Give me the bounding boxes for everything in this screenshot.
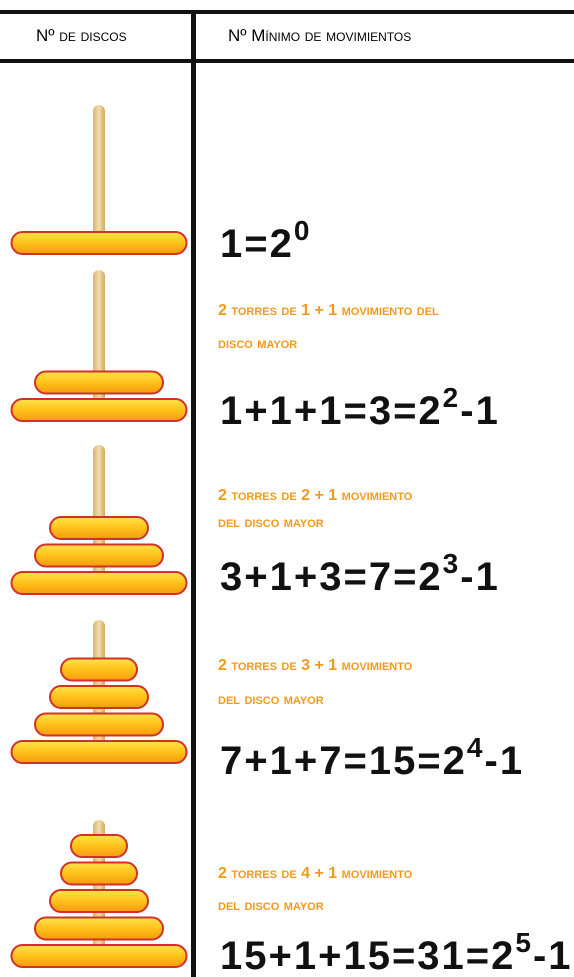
- header-discs: Nº de discos: [36, 26, 127, 45]
- formula: 3+1+3=7=23-1: [220, 548, 500, 599]
- disc: [34, 916, 164, 941]
- header-rule: [0, 59, 574, 63]
- disc: [70, 834, 128, 858]
- formula-exponent: 4: [467, 732, 485, 763]
- note: disco mayor: [218, 335, 297, 352]
- note: del disco mayor: [218, 691, 324, 708]
- disc: [49, 685, 149, 709]
- formula-base: 1+1+1=3=2: [220, 389, 443, 433]
- formula-tail: -1: [460, 555, 500, 599]
- disc: [10, 740, 188, 764]
- disc: [10, 398, 188, 422]
- note: 2 torres de 2 + 1 movimiento: [218, 487, 413, 504]
- formula-exponent: 5: [515, 927, 533, 958]
- formula-base: 7+1+7=15=2: [220, 739, 467, 783]
- formula-tail: -1: [485, 739, 525, 783]
- formula: 1+1+1=3=22-1: [220, 382, 500, 433]
- disc: [34, 543, 164, 568]
- formula-base: 3+1+3=7=2: [220, 555, 443, 599]
- disc: [34, 370, 164, 395]
- note: 2 torres de 4 + 1 movimiento: [218, 865, 413, 882]
- disc: [60, 861, 138, 886]
- note: del disco mayor: [218, 514, 324, 531]
- formula-exponent: 3: [443, 548, 461, 579]
- formula-tail: -1: [460, 389, 500, 433]
- formula-base: 1=2: [220, 222, 294, 266]
- rows: 1=20 2 torres de 1 + 1 movimiento del disc…: [10, 105, 573, 977]
- formula-base: 15+1+15=31=2: [220, 934, 515, 977]
- formula-exponent: 0: [294, 215, 312, 246]
- formula-tail: -1: [533, 934, 573, 977]
- disc: [60, 657, 138, 682]
- peg: [93, 105, 105, 243]
- column-rule: [191, 10, 196, 977]
- disc: [34, 712, 164, 737]
- header-moves: Nº Mínimo de movimientos: [228, 26, 411, 45]
- formula: 1=20: [220, 215, 311, 266]
- disc: [49, 516, 149, 540]
- note: del disco mayor: [218, 897, 324, 914]
- note: 2 torres de 3 + 1 movimiento: [218, 657, 413, 674]
- disc: [49, 889, 149, 913]
- disc: [10, 944, 188, 968]
- formula: 7+1+7=15=24-1: [220, 732, 524, 783]
- formula: 15+1+15=31=25-1: [220, 927, 573, 977]
- note: 2 torres de 1 + 1 movimiento del: [218, 302, 439, 319]
- formula-exponent: 2: [443, 382, 461, 413]
- disc: [10, 231, 188, 255]
- top-rule: [0, 10, 574, 14]
- disc: [10, 571, 188, 595]
